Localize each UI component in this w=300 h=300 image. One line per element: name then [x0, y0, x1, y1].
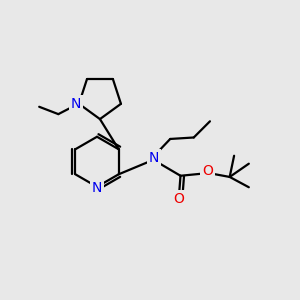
- Text: N: N: [149, 151, 159, 165]
- Text: N: N: [71, 97, 81, 111]
- Text: N: N: [92, 181, 102, 195]
- Text: O: O: [202, 164, 213, 178]
- Text: O: O: [174, 192, 184, 206]
